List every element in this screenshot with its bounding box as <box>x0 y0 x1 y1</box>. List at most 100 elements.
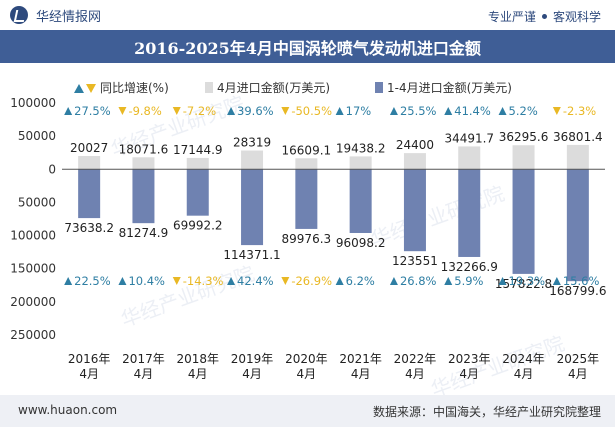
jan-apr-bar <box>458 169 481 257</box>
april-value-label: 34491.7 <box>444 131 494 145</box>
growth-label: 27.5% <box>74 104 111 118</box>
y-tick-label: 50000 <box>18 129 56 143</box>
growth-up-icon <box>444 107 453 115</box>
growth-up-icon <box>227 107 236 115</box>
x-tick-label: 4月 <box>568 367 588 381</box>
growth-label: 22.5% <box>74 274 111 288</box>
april-value-label: 36801.4 <box>553 130 603 144</box>
x-tick-label: 2021年 <box>339 352 382 366</box>
april-value-label: 28319 <box>233 136 271 150</box>
watermark-text: 华经产业研究院 <box>118 261 258 331</box>
growth-down-icon <box>172 277 181 285</box>
x-tick-label: 2018年 <box>176 352 219 366</box>
y-tick-label: 200000 <box>10 295 56 309</box>
growth-up-icon <box>335 107 344 115</box>
growth-label: 17% <box>346 104 372 118</box>
plot-area: 100000 50000 0 50000 100000 150000 200000 25000… <box>10 96 606 381</box>
y-tick-label: 100000 <box>10 96 56 110</box>
growth-down-icon <box>172 107 181 115</box>
x-tick-label: 2025年 <box>557 352 600 366</box>
growth-up-icon <box>498 107 507 115</box>
growth-label: 10.4% <box>128 274 165 288</box>
growth-label: 5.9% <box>454 274 483 288</box>
growth-label: 26.8% <box>400 274 437 288</box>
down-triangle-icon <box>86 84 96 93</box>
x-tick-label: 4月 <box>79 367 99 381</box>
april-bar <box>241 150 264 170</box>
footer-source: 数据来源：中国海关，华经产业研究院整理 <box>372 405 601 419</box>
jan-apr-bar <box>132 169 155 224</box>
x-tick-label: 2016年 <box>68 352 111 366</box>
growth-up-icon <box>389 107 398 115</box>
growth-up-icon <box>64 107 73 115</box>
x-tick-label: 4月 <box>134 367 154 381</box>
april-bar <box>186 157 209 170</box>
april-value-label: 24400 <box>396 138 434 152</box>
growth-up-icon <box>118 277 127 285</box>
growth-label: 19.3% <box>509 274 546 288</box>
jan-apr-bar <box>566 169 589 282</box>
growth-label: 39.6% <box>237 104 274 118</box>
legend-growth-label: 同比增速(%) <box>100 81 169 95</box>
growth-up-icon <box>552 277 561 285</box>
april-value-label: 17144.9 <box>173 143 223 157</box>
jan-apr-value-label: 168799.6 <box>549 284 606 298</box>
logo-text: 华经情报网 <box>36 9 102 25</box>
x-tick-label: 4月 <box>242 367 262 381</box>
header-tags: 专业严谨 客观科学 <box>488 8 601 25</box>
growth-down-icon <box>552 107 561 115</box>
jan-apr-bar <box>512 169 535 274</box>
chart-area: 同比增速(%) 4月进口金额(万美元) 1-4月进口金额(万美元) 华经产业研究… <box>10 80 606 395</box>
jan-apr-value-label: 73638.2 <box>64 221 114 235</box>
legend-april-swatch <box>205 82 213 93</box>
x-tick-label: 2022年 <box>394 352 437 366</box>
april-bar <box>78 156 101 170</box>
legend: 同比增速(%) 4月进口金额(万美元) 1-4月进口金额(万美元) <box>74 80 512 95</box>
growth-label: 5.2% <box>509 104 538 118</box>
footer-website-link[interactable]: www.huaon.com <box>18 403 118 417</box>
growth-up-icon <box>335 277 344 285</box>
chart-title: 2016-2025年4月中国涡轮喷气发动机进口金额 <box>134 38 481 58</box>
jan-apr-bar <box>78 169 101 219</box>
jan-apr-value-label: 96098.2 <box>336 236 386 250</box>
april-bar <box>403 153 426 170</box>
april-bar <box>512 145 535 170</box>
growth-label: -14.3% <box>183 274 224 288</box>
growth-down-icon <box>118 107 127 115</box>
y-tick-label: 150000 <box>10 262 56 276</box>
growth-label: -9.8% <box>128 104 161 118</box>
jan-apr-value-label: 157822.8 <box>495 277 552 291</box>
top-bar: 华经情报网 专业严谨 客观科学 <box>0 0 615 30</box>
growth-label: 25.5% <box>400 104 437 118</box>
april-bar <box>295 158 318 170</box>
april-bar <box>458 146 481 170</box>
y-tick-label: 100000 <box>10 229 56 243</box>
growth-down-icon <box>281 277 290 285</box>
jan-apr-bar <box>403 169 426 252</box>
x-tick-label: 4月 <box>188 367 208 381</box>
april-value-label: 16609.1 <box>282 143 332 157</box>
growth-label: -2.3% <box>563 104 596 118</box>
april-bar <box>132 157 155 170</box>
watermark-text: 华经产业研究院 <box>368 181 508 251</box>
jan-apr-bar <box>349 169 372 233</box>
up-triangle-icon <box>74 84 84 93</box>
x-tick-label: 4月 <box>297 367 317 381</box>
legend-april-label: 4月进口金额(万美元) <box>217 80 330 95</box>
dot-icon <box>541 14 547 19</box>
legend-jan-apr-swatch <box>375 82 383 93</box>
y-tick-label: 0 <box>48 162 56 176</box>
site-logo[interactable]: 华经情报网 <box>10 6 102 25</box>
x-tick-label: 4月 <box>514 367 534 381</box>
x-tick-label: 4月 <box>459 367 479 381</box>
jan-apr-value-label: 114371.1 <box>223 248 280 262</box>
y-tick-label: 250000 <box>10 328 56 342</box>
jan-apr-bar <box>241 169 264 246</box>
growth-label: -50.5% <box>291 104 332 118</box>
x-tick-label: 4月 <box>405 367 425 381</box>
growth-up-icon <box>64 277 73 285</box>
x-tick-label: 2019年 <box>231 352 274 366</box>
x-tick-label: 2024年 <box>502 352 545 366</box>
tag-professional: 专业严谨 <box>487 10 536 24</box>
